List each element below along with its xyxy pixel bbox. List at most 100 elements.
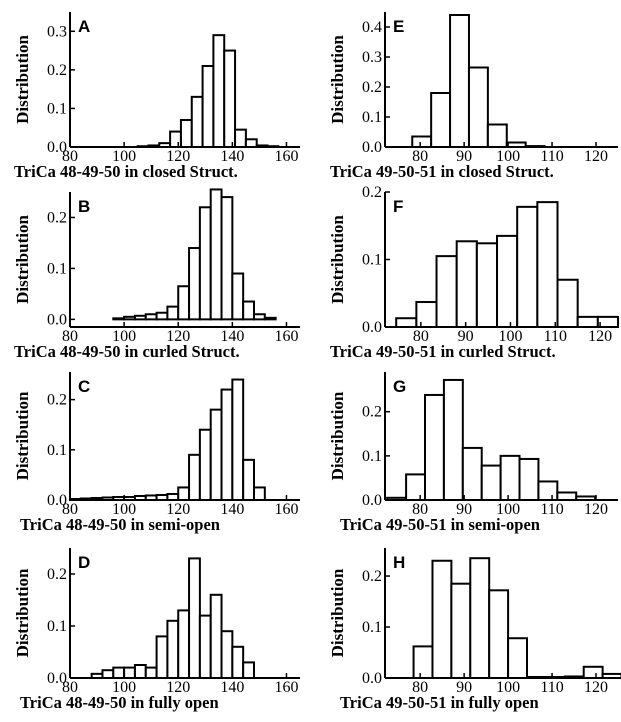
x-axis-label-h: TriCa 49-50-51 in fully open [340,693,539,712]
bar-a-3 [169,130,182,148]
bar-f-1 [415,301,438,328]
x-tick-label-h-4: 120 [584,679,608,696]
panel-d: 80 100 120 140 160 0.0 0.1 0.2 D Distribution TriC… [13,548,300,712]
y-axis-label-a: Distribution [13,35,32,124]
y-axis-label-d: Distribution [13,568,32,657]
panel-a: 80 100 120 140 160 0.0 0.1 0.2 0.3 A Distribution T… [13,12,300,181]
y-axis-label-b: Distribution [13,215,32,304]
panel-letter-f: F [393,197,403,216]
x-tick-label-f-2: 100 [498,328,522,345]
bar-g-3 [442,378,464,501]
x-tick-label-d-2: 120 [166,679,190,696]
bar-b-12 [242,300,255,321]
x-tick-label-a-0: 80 [62,148,78,165]
bar-b-3 [144,313,158,321]
bar-h-4 [488,589,510,679]
y-tick-label-g-0: 0.0 [362,492,382,509]
bar-a-6 [201,65,215,148]
y-tick-label-a-2: 0.2 [47,62,67,79]
bar-a-9 [234,128,247,148]
x-tick-label-d-4: 160 [274,679,298,696]
x-tick-label-b-4: 160 [274,328,298,345]
x-tick-label-a-3: 140 [220,148,244,165]
x-tick-label-h-0: 80 [412,679,428,696]
x-axis-label-d: TriCa 48-49-50 in fully open [20,693,219,712]
bar-b-5 [166,305,180,321]
panel-letter-a: A [78,17,90,36]
x-tick-label-e-2: 100 [496,148,520,165]
bar-a-7 [212,34,226,148]
bar-d-11 [209,593,223,679]
x-tick-label-g-0: 80 [412,501,428,518]
bar-c-15 [231,378,245,502]
y-tick-label-d-1: 0.1 [47,618,67,635]
y-axis-label-g: Distribution [328,391,347,480]
bar-b-11 [231,272,245,321]
y-tick-label-e-1: 0.1 [362,109,382,126]
x-tick-label-h-3: 110 [540,679,563,696]
panel-h: 80 90 100 110 120 0.0 0.1 0.2 H Distribution TriCa… [328,548,621,712]
y-tick-label-f-1: 0.1 [362,252,382,269]
panel-letter-h: H [393,553,405,572]
y-tick-label-b-1: 0.1 [47,260,67,277]
bar-e-4 [486,123,508,148]
panel-letter-b: B [78,197,90,216]
x-tick-label-d-0: 80 [62,679,78,696]
bar-b-14 [263,316,277,321]
bar-d-12 [220,630,234,680]
bar-g-2 [424,393,445,501]
bar-f-7 [536,201,559,328]
bar-b-13 [253,313,266,321]
x-tick-label-a-2: 120 [166,148,190,165]
x-axis-label-a: TriCa 48-49-50 in closed Struct. [14,162,238,181]
x-axis-label-e: TriCa 49-50-51 in closed Struct. [330,162,554,181]
bar-d-5 [144,666,158,679]
x-tick-label-f-0: 80 [413,328,429,345]
bar-e-0 [411,135,433,148]
bar-f-10 [596,315,620,328]
bar-g-1 [405,473,427,501]
bar-f-4 [475,242,499,328]
bar-a-4 [179,119,193,148]
y-tick-label-a-1: 0.1 [47,100,67,117]
y-tick-label-b-0: 0.0 [47,311,67,328]
y-tick-label-d-0: 0.0 [47,670,67,687]
x-tick-label-g-3: 110 [540,501,563,518]
y-tick-label-e-4: 0.4 [362,19,382,36]
y-tick-label-h-0: 0.0 [362,670,382,687]
bar-b-6 [177,285,191,321]
bar-b-4 [155,311,169,321]
bar-g-4 [461,446,483,501]
y-tick-label-f-2: 0.2 [362,184,382,201]
bar-e-2 [449,14,470,148]
x-tick-label-e-4: 120 [584,148,608,165]
bar-a-5 [190,95,204,148]
bar-h-1 [431,559,453,680]
bar-c-17 [253,486,266,502]
x-tick-label-c-1: 100 [112,501,136,518]
bar-b-7 [188,247,201,321]
bar-f-9 [576,315,599,328]
x-tick-label-e-1: 90 [456,148,472,165]
bar-g-9 [556,491,578,501]
bar-a-8 [223,49,237,149]
bar-d-14 [242,661,255,680]
bar-g-7 [518,457,540,501]
y-tick-label-e-0: 0.0 [362,139,382,156]
bar-e-3 [467,66,489,148]
x-tick-label-f-3: 110 [544,328,567,345]
x-axis-label-g: TriCa 49-50-51 in semi-open [340,515,540,534]
bar-g-5 [480,464,502,502]
panel-e: 80 90 100 110 120 0.0 0.1 0.2 0.3 0.4 E Distributio… [328,12,618,181]
y-tick-label-h-2: 0.2 [362,568,382,585]
x-tick-label-c-2: 120 [166,501,190,518]
bar-d-4 [133,664,147,679]
bar-b-8 [198,206,212,321]
bar-c-11 [188,453,201,501]
panel-letter-c: C [78,377,90,396]
bar-d-3 [123,666,136,679]
bar-h-9 [582,665,604,679]
bar-f-0 [395,317,418,329]
bar-f-3 [455,240,478,328]
